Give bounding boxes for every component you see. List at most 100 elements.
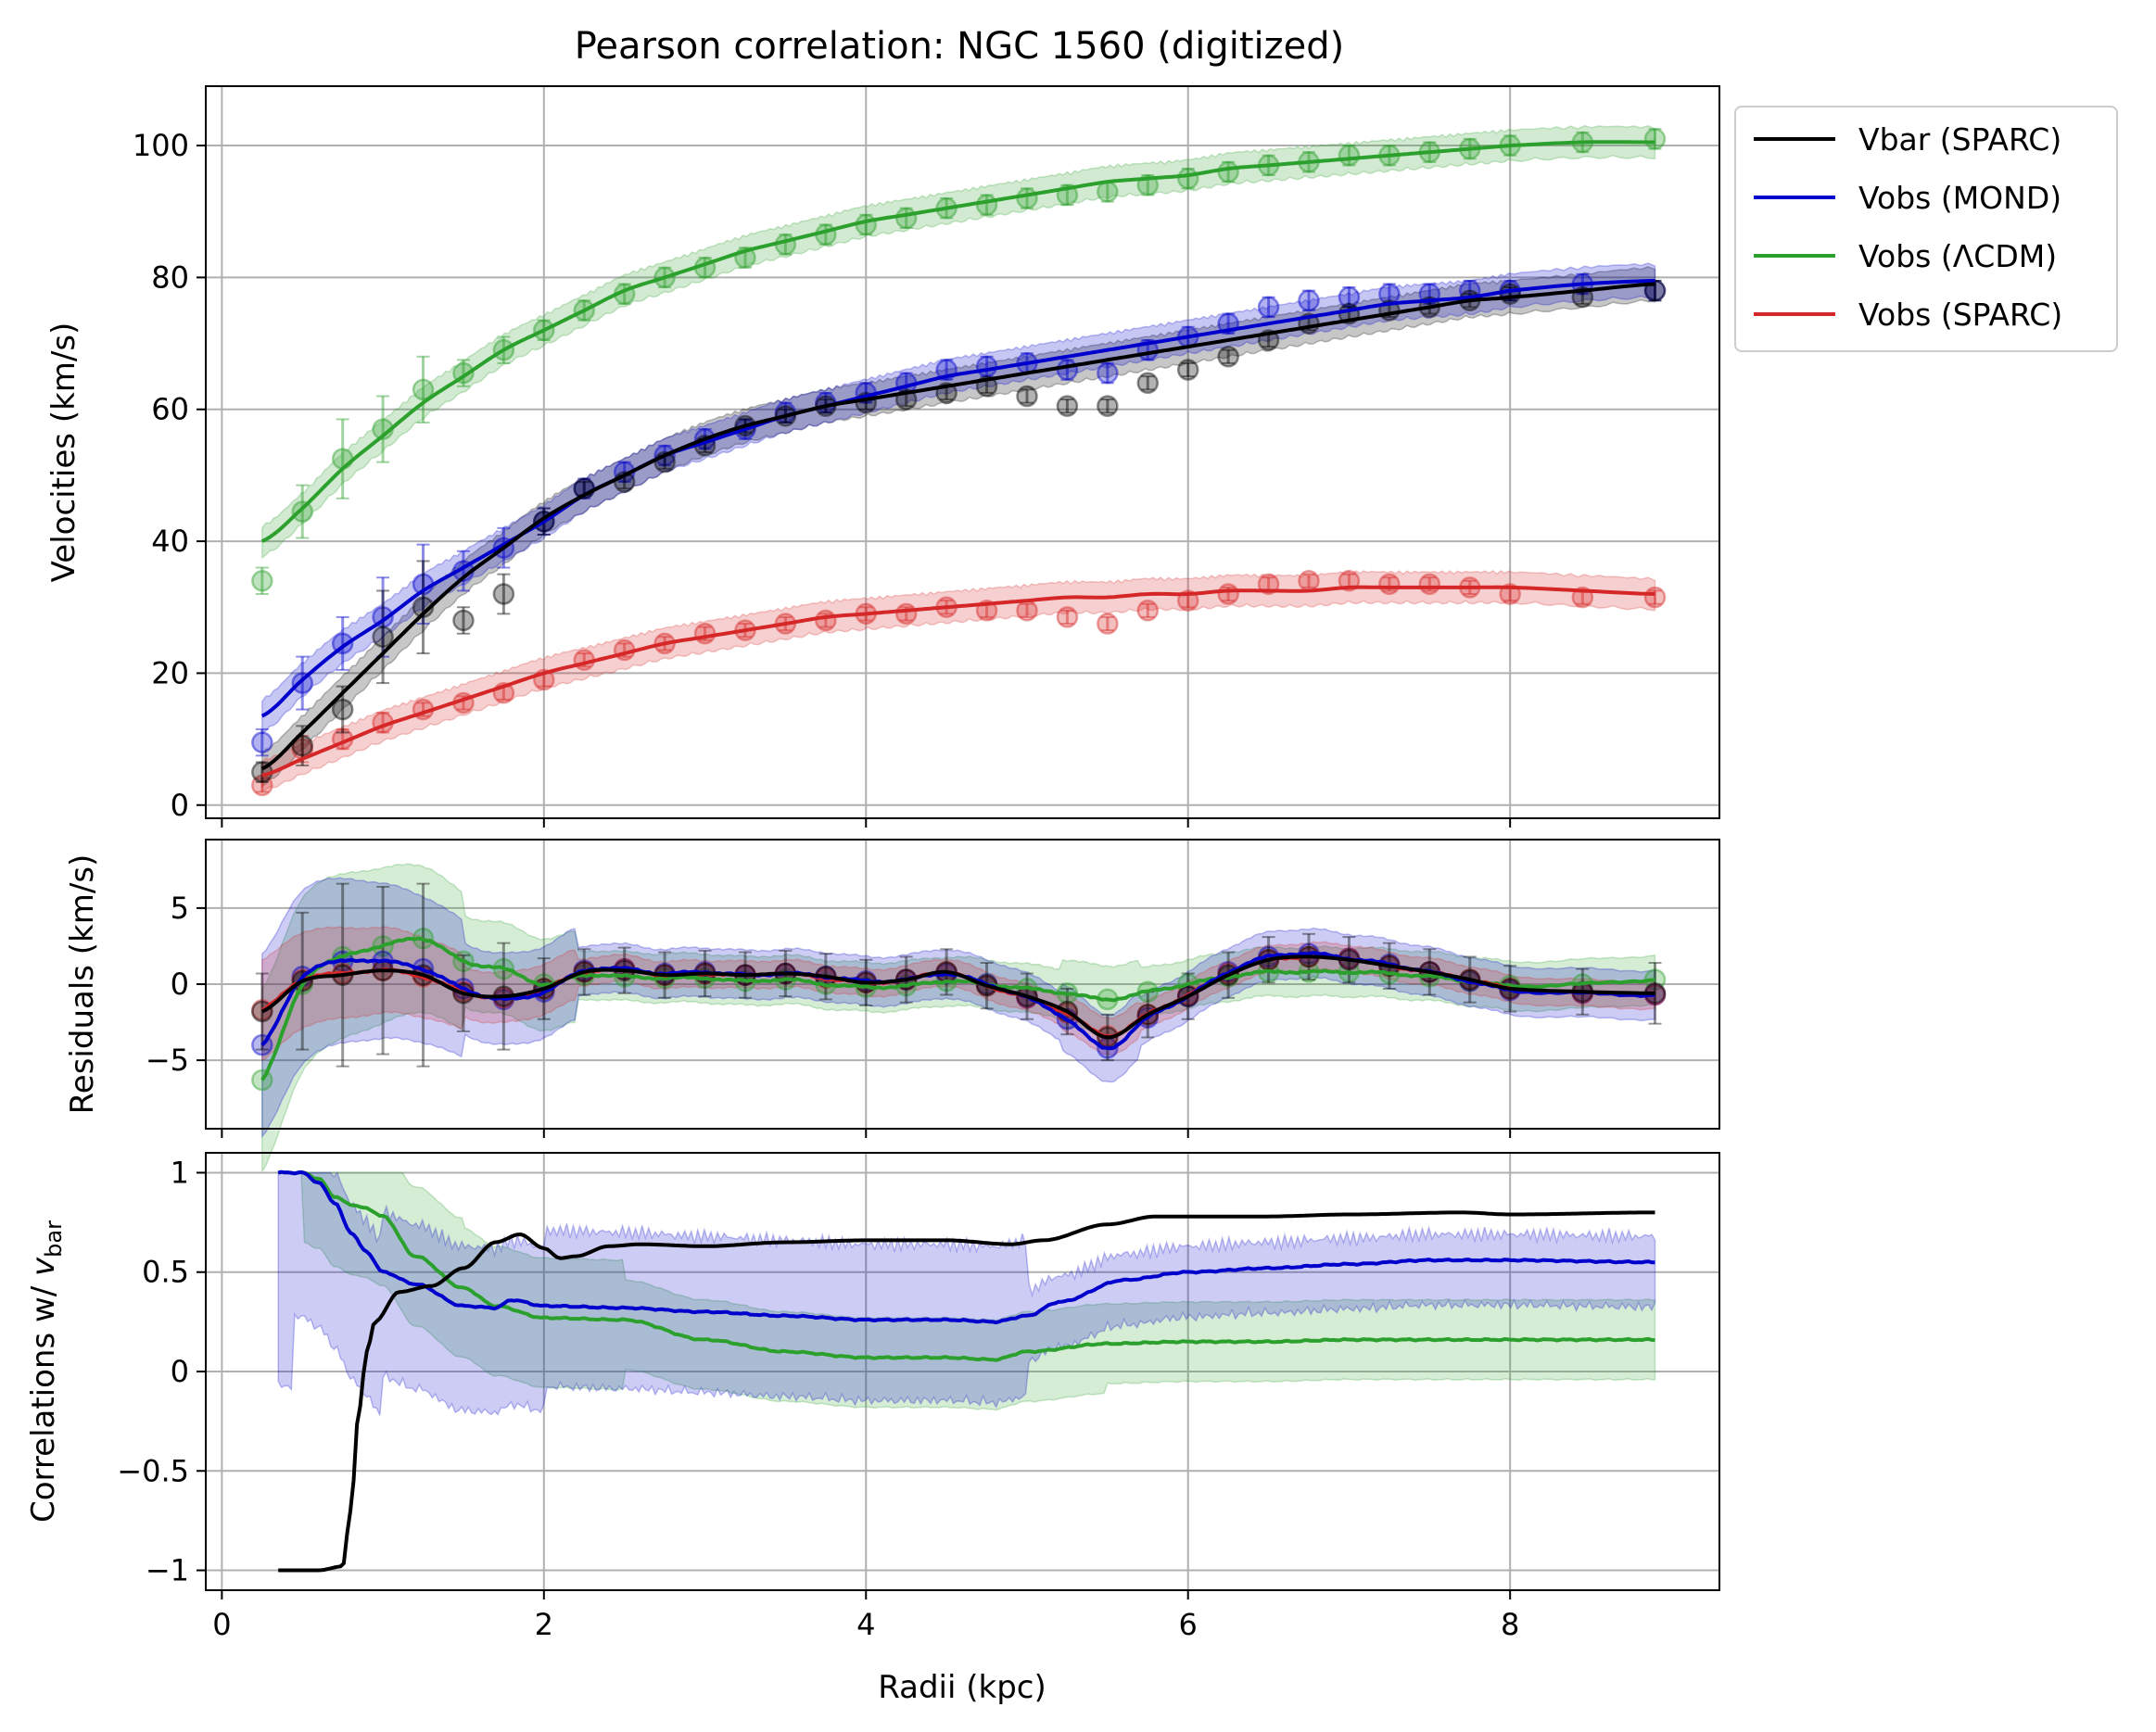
point-vbar_sparc: [291, 734, 313, 757]
point-vobs_lcdm: [975, 194, 998, 216]
point-vobs_sparc: [1136, 600, 1160, 622]
velocities-lines: [260, 140, 1655, 778]
point-vobs_mond: [1257, 296, 1280, 319]
point-vbar_sparc: [1136, 372, 1160, 395]
line-vobs_mond: [277, 1169, 1655, 1325]
band-vobs_mond: [261, 262, 1656, 736]
x-tick-label: 8: [1501, 1607, 1519, 1642]
point-vobs_lcdm: [291, 500, 313, 523]
point-vobs_lcdm: [1097, 181, 1119, 203]
y-tick-label: 60: [151, 392, 189, 427]
point-vobs_sparc: [251, 774, 273, 797]
point-vbar_sparc: [1016, 385, 1038, 408]
band-vobs_lcdm: [261, 863, 1656, 1174]
line-vbar_sparc: [260, 954, 1655, 1040]
point-vobs_sparc: [1056, 606, 1079, 628]
residuals-y-axis-label: Residuals (km/s): [64, 854, 101, 1115]
point-vobs_mond: [1097, 361, 1119, 385]
residuals-x-ticks: [221, 1129, 1512, 1138]
point-vobs_mond: [975, 355, 998, 378]
band-vobs_mond: [261, 877, 1656, 1139]
y-tick-label: 0: [171, 788, 189, 823]
legend-label-vbar_sparc: Vbar (SPARC): [1858, 121, 2061, 158]
y-tick-label: 5: [171, 891, 189, 926]
line-vobs_mond: [260, 279, 1655, 718]
point-vobs_lcdm: [894, 207, 918, 230]
point-vobs_sparc: [1097, 613, 1119, 635]
point-vobs_lcdm: [1643, 128, 1667, 150]
point-vobs_lcdm: [412, 378, 435, 401]
point-vobs_lcdm: [1217, 160, 1239, 183]
point-vobs_lcdm: [1176, 167, 1199, 190]
velocities-uncertainty-bands: [261, 124, 1656, 793]
y-tick-label: 1: [171, 1155, 189, 1190]
y-tick-label: 80: [151, 259, 189, 295]
point-vobs_lcdm: [331, 448, 354, 470]
x-tick-label: 2: [535, 1607, 553, 1642]
point-vobs_sparc: [894, 602, 918, 626]
band-vobs_sparc: [261, 569, 1656, 793]
point-vobs_lcdm: [1016, 187, 1038, 209]
y-tick-label: 0: [171, 1354, 189, 1389]
velocities-y-ticks: 0 20 40 60 80 100: [133, 128, 206, 823]
residuals-lines: [260, 936, 1655, 1081]
legend: Vbar (SPARC) Vobs (MOND) Vobs (ΛCDM) Vobs (…: [1734, 106, 2118, 352]
point-vobs_sparc: [1217, 583, 1239, 605]
residuals-uncertainty-bands: [261, 863, 1656, 1174]
velocities-panel: 0 20 40 60 80 100 Velocities (km/s): [45, 85, 1720, 828]
velocities-x-ticks: [221, 818, 1512, 828]
band-vobs_mond: [277, 1171, 1656, 1416]
point-vobs_lcdm: [1338, 144, 1361, 167]
point-vobs_mond: [291, 672, 313, 694]
legend-label-vobs_lcdm: Vobs (ΛCDM): [1858, 238, 2057, 274]
y-tick-label: 100: [133, 128, 189, 163]
band-vbar_sparc: [261, 265, 1656, 789]
velocities-frame: [205, 85, 1720, 819]
point-vobs_sparc: [1016, 600, 1038, 622]
point-vbar_sparc: [1499, 283, 1521, 305]
x-tick-label: 4: [856, 1607, 875, 1642]
point-vbar_sparc: [492, 583, 515, 605]
legend-box: [1734, 106, 2118, 352]
point-vobs_lcdm: [251, 570, 273, 592]
point-vbar_sparc: [1176, 359, 1199, 381]
line-vobs_lcdm: [277, 1169, 1655, 1362]
correlations-y-axis-label: Correlations w/ vbar: [25, 1220, 67, 1523]
point-vbar_sparc: [452, 609, 475, 632]
correlations-x-ticks: 0 2 4 6 8: [212, 1590, 1519, 1642]
point-vobs_sparc: [693, 622, 717, 645]
y-tick-label: −0.5: [117, 1453, 189, 1488]
y-tick-label: 0.5: [142, 1255, 189, 1290]
y-tick-label: 20: [151, 655, 189, 690]
point-vobs_sparc: [1378, 573, 1401, 596]
point-vobs_sparc: [1418, 573, 1441, 596]
y-tick-label: 40: [151, 524, 189, 559]
correlations-lines: [277, 1169, 1655, 1573]
velocities-y-axis-label: Velocities (km/s): [45, 322, 82, 583]
point-vobs_sparc: [815, 609, 837, 632]
chart-title: Pearson correlation: NGC 1560 (digitized…: [575, 25, 1345, 68]
legend-label-vobs_sparc: Vobs (SPARC): [1858, 297, 2062, 333]
line-vobs_lcdm: [260, 936, 1655, 1081]
point-vbar_sparc: [1217, 346, 1239, 368]
point-vobs_sparc: [1298, 570, 1320, 592]
correlations-grid: [206, 1153, 1719, 1590]
y-tick-label: −1: [146, 1553, 189, 1588]
point-vobs_mond: [1338, 285, 1361, 309]
point-vobs_mond: [251, 731, 273, 753]
x-axis-label: Radii (kpc): [878, 1669, 1046, 1706]
line-vbar_sparc: [278, 1210, 1655, 1573]
correlations-panel: −1 −0.5 0 0.5 1 0 2 4 6 8 Correlations w/ vbar R…: [25, 1152, 1720, 1706]
line-vobs_sparc: [261, 585, 1655, 778]
y-tick-label: −5: [146, 1043, 189, 1078]
point-vobs_sparc: [1643, 586, 1667, 609]
point-vobs_mond: [1298, 289, 1320, 312]
residuals-panel: −5 0 5 Residuals (km/s): [64, 839, 1720, 1174]
x-tick-label: 0: [212, 1607, 231, 1642]
point-vbar_sparc: [1056, 395, 1079, 417]
point-vbar_sparc: [372, 626, 394, 649]
legend-label-vobs_mond: Vobs (MOND): [1858, 180, 2061, 216]
correlations-y-ticks: −1 −0.5 0 0.5 1: [117, 1155, 206, 1588]
band-vobs_sparc: [261, 926, 1656, 1062]
